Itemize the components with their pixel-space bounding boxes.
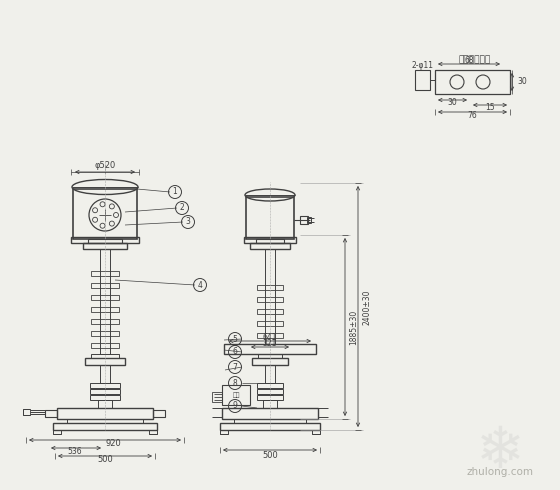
Text: 4: 4 (198, 280, 202, 290)
Text: 321: 321 (263, 340, 277, 348)
Text: φ520: φ520 (95, 162, 115, 171)
Bar (435, 70, 510, 94)
Text: 控制: 控制 (232, 392, 240, 398)
Text: 1885±30: 1885±30 (349, 309, 358, 344)
Bar (91, 271, 119, 276)
Text: 920: 920 (105, 439, 121, 447)
Bar (222, 408, 318, 419)
Bar (258, 354, 282, 358)
Bar (257, 333, 283, 338)
Text: 7: 7 (232, 363, 237, 371)
Bar (300, 216, 308, 224)
Text: 1: 1 (172, 188, 178, 196)
Bar (415, 70, 430, 90)
Text: 一次端子尺寸: 一次端子尺寸 (459, 55, 491, 65)
Bar (263, 400, 277, 408)
Bar (23, 409, 30, 415)
Text: 641: 641 (263, 334, 277, 343)
Text: 2-φ11: 2-φ11 (412, 62, 434, 71)
Bar (265, 249, 275, 344)
Bar (244, 237, 296, 243)
Bar (67, 419, 143, 423)
Bar (153, 410, 165, 417)
Bar (234, 419, 306, 423)
Bar (222, 385, 250, 405)
Bar (265, 365, 275, 383)
Bar (53, 430, 61, 434)
Text: 2: 2 (180, 203, 184, 213)
Bar (90, 383, 120, 388)
Bar (256, 239, 284, 243)
Bar (91, 283, 119, 288)
Bar (53, 423, 157, 430)
Text: 500: 500 (262, 451, 278, 461)
Text: 536: 536 (68, 446, 82, 456)
Bar (312, 430, 320, 434)
Bar (100, 249, 110, 354)
Bar (257, 395, 283, 400)
Text: 500: 500 (97, 456, 113, 465)
Bar (220, 430, 228, 434)
Bar (257, 389, 283, 394)
Text: 2400±30: 2400±30 (362, 289, 371, 325)
Bar (257, 309, 283, 314)
Bar (257, 383, 283, 388)
Bar (83, 243, 127, 249)
Bar (88, 239, 122, 243)
Bar (149, 430, 157, 434)
Text: 3: 3 (185, 218, 190, 226)
Text: ❄: ❄ (475, 423, 524, 481)
Bar (246, 197, 294, 239)
Bar (91, 295, 119, 300)
Bar (91, 307, 119, 312)
Bar (307, 217, 311, 223)
Text: 76: 76 (467, 112, 477, 121)
Text: 30: 30 (447, 98, 457, 107)
Bar (91, 343, 119, 348)
Bar (91, 354, 119, 358)
Bar (252, 358, 288, 365)
Bar (90, 389, 120, 394)
Bar (73, 189, 137, 239)
Bar (212, 392, 222, 402)
Bar (250, 243, 290, 249)
Bar (98, 400, 112, 408)
Bar (45, 410, 57, 417)
Bar (257, 285, 283, 290)
Bar (90, 395, 120, 400)
Text: 6: 6 (232, 347, 237, 357)
Text: 9: 9 (232, 401, 237, 411)
Bar (57, 408, 153, 419)
Text: 8: 8 (232, 378, 237, 388)
Text: 5: 5 (232, 335, 237, 343)
Bar (224, 344, 316, 354)
Bar (85, 358, 125, 365)
Text: 68: 68 (464, 56, 474, 66)
Bar (91, 331, 119, 336)
Text: 15: 15 (485, 103, 495, 113)
Bar (220, 423, 320, 430)
Bar (257, 297, 283, 302)
Bar (257, 321, 283, 326)
Text: 30: 30 (517, 77, 527, 87)
Bar (100, 365, 110, 383)
Bar (71, 237, 139, 243)
Text: zhulong.com: zhulong.com (466, 467, 534, 477)
Bar (91, 319, 119, 324)
